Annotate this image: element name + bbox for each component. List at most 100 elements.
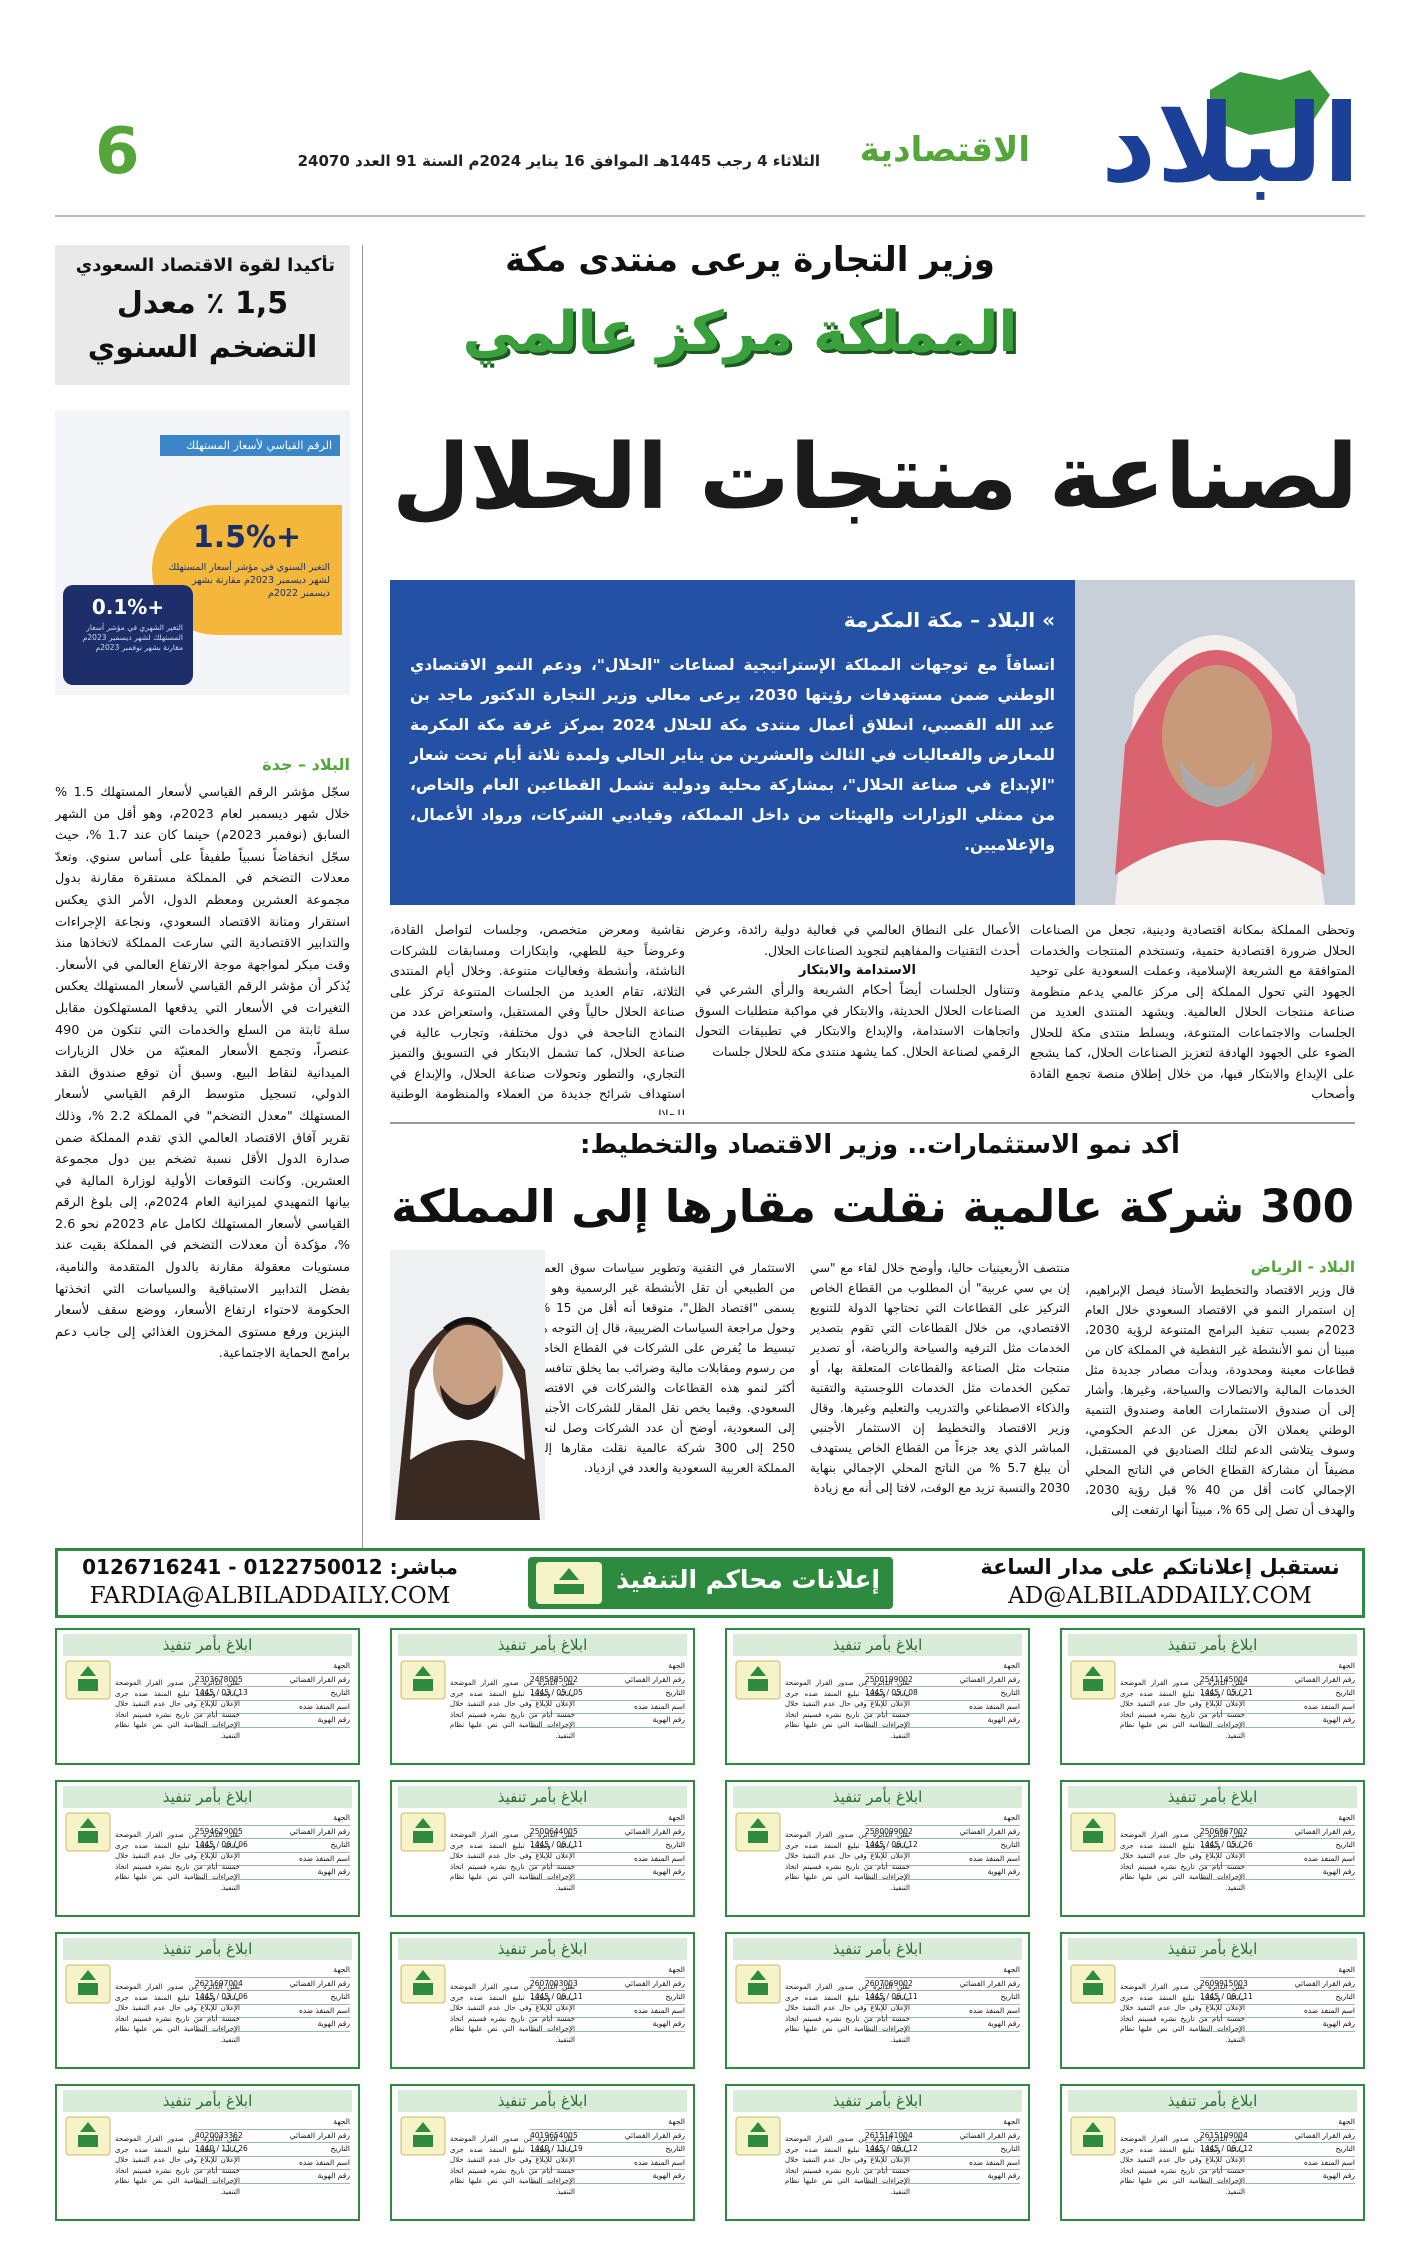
- notice-label: رقم الهوية: [987, 2171, 1020, 2180]
- court-emblem: [400, 1812, 446, 1852]
- notice-label: رقم القرار القضائي: [289, 1978, 350, 1988]
- notice-body: تعلن الدائرة عن صدور القرار الموضحة بيان…: [115, 1679, 240, 1740]
- notice-label: الجهة: [668, 1965, 685, 1974]
- notice: ابلاغ بأمر تنفيذ الجهة رقم القرار القضائي 2…: [55, 1780, 360, 1917]
- court-emblem: [65, 1964, 111, 2004]
- notice-number: 2621697004: [195, 1978, 243, 1988]
- notice-row: اسم المنفذ ضده: [530, 2157, 685, 2170]
- notice-label: التاريخ: [1335, 1992, 1355, 2001]
- notice-row: التاريخ 06 / 03 / 1445: [195, 1991, 350, 2005]
- notice: ابلاغ بأمر تنفيذ الجهة رقم القرار القضائي 2…: [1060, 1780, 1365, 1917]
- notice-label: التاريخ: [330, 1688, 350, 1697]
- notice-row: التاريخ 06 / 06 / 1445: [195, 1839, 350, 1853]
- notice-label: اسم المنفذ ضده: [1303, 2157, 1355, 2167]
- second-byline: البلاد - الرياض: [1250, 1258, 1355, 1276]
- notice-title: ابلاغ بأمر تنفيذ: [1068, 2090, 1357, 2112]
- notice-table: الجهة رقم القرار القضائي 2500644005 التاريخ…: [530, 1812, 685, 1880]
- notice-date: 11 / 06 / 1445: [530, 1992, 583, 2001]
- notice-label: رقم الهوية: [652, 2019, 685, 2028]
- notice-body: تعلن الدائرة عن صدور القرار الموضحة بيان…: [785, 2135, 910, 2196]
- notice-row: اسم المنفذ ضده: [530, 2005, 685, 2018]
- notice-row: رقم الهوية: [1200, 1866, 1355, 1880]
- court-emblem: [735, 1660, 781, 1700]
- notice-label: رقم القرار القضائي: [289, 1674, 350, 1684]
- court-emblem: [735, 2116, 781, 2156]
- notice-row: رقم الهوية: [195, 2170, 350, 2184]
- notice-number: 4020033362: [195, 2130, 243, 2140]
- notice-label: التاريخ: [1335, 2144, 1355, 2153]
- sidebar-head: تأكيدا لقوة الاقتصاد السعودي 1,5 ٪ معدل …: [55, 245, 350, 385]
- notice-row: الجهة: [865, 2116, 1020, 2130]
- monthly-box: +0.1% التغير الشهري في مؤشر أسعار المسته…: [63, 585, 193, 685]
- masthead-logo: البلاد: [1060, 60, 1360, 210]
- notice-row: اسم المنفذ ضده: [1200, 2157, 1355, 2170]
- notice-row: اسم المنفذ ضده: [530, 1701, 685, 1714]
- emblem-shape: [748, 1818, 768, 1843]
- emblem-shape: [78, 1818, 98, 1843]
- notice-table: الجهة رقم القرار القضائي 2609915003 التاريخ…: [1200, 1964, 1355, 2032]
- notice-row: اسم المنفذ ضده: [1200, 1853, 1355, 1866]
- byline-text: البلاد – مكة المكرمة: [843, 608, 1036, 632]
- emblem-bg: [536, 1562, 602, 1604]
- notice-label: الجهة: [1003, 1813, 1020, 1822]
- column-text: وتتناول الجلسات أيضاً أحكام الشريعة والر…: [695, 982, 1020, 1059]
- notice-label: اسم المنفذ ضده: [633, 2157, 685, 2167]
- notice-row: رقم الهوية: [865, 1866, 1020, 1880]
- notice-label: التاريخ: [330, 1840, 350, 1849]
- notice-row: التاريخ 26 / 11 / 1440: [195, 2143, 350, 2157]
- notice-row: التاريخ 11 / 06 / 1445: [530, 1991, 685, 2005]
- notice-date: 06 / 03 / 1445: [195, 1992, 248, 2001]
- notice-body: تعلن الدائرة عن صدور القرار الموضحة بيان…: [115, 1983, 240, 2044]
- notice-row: رقم القرار القضائي 2580099002: [865, 1826, 1020, 1839]
- notice-label: رقم الهوية: [317, 2171, 350, 2180]
- notice-label: التاريخ: [1000, 1992, 1020, 2001]
- notice-number: 2303678005: [195, 1674, 243, 1684]
- notice-label: رقم القرار القضائي: [624, 1674, 685, 1684]
- notice-date: 11 / 06 / 1445: [530, 1840, 583, 1849]
- sidebar-kicker: تأكيدا لقوة الاقتصاد السعودي: [75, 255, 335, 276]
- monthly-label: التغير الشهري في مؤشر أسعار المستهلك لشه…: [82, 623, 183, 652]
- notice-row: اسم المنفذ ضده: [1200, 1701, 1355, 1714]
- notice-label: التاريخ: [1000, 2144, 1020, 2153]
- notice-date: 12 / 06 / 1445: [865, 1840, 918, 1849]
- notice-table: الجهة رقم القرار القضائي 2506867002 التاريخ…: [1200, 1812, 1355, 1880]
- notice-label: الجهة: [668, 1813, 685, 1822]
- notice-row: رقم القرار القضائي 2485885002: [530, 1674, 685, 1687]
- notice-table: الجهة رقم القرار القضائي 2615141004 التاريخ…: [865, 2116, 1020, 2184]
- infographic: الرقم القياسي لأسعار المستهلك +1.5% التغ…: [55, 410, 350, 695]
- court-emblem: [1070, 1812, 1116, 1852]
- notice-row: الجهة: [530, 1660, 685, 1674]
- notice-row: الجهة: [1200, 2116, 1355, 2130]
- emblem-shape: [413, 1970, 433, 1995]
- notice-title: ابلاغ بأمر تنفيذ: [1068, 1634, 1357, 1656]
- notice-row: التاريخ 11 / 06 / 1445: [1200, 1991, 1355, 2005]
- notice-table: الجهة رقم القرار القضائي 4019654005 التاريخ…: [530, 2116, 685, 2184]
- notice-row: التاريخ 11 / 06 / 1445: [530, 1839, 685, 1853]
- notice-row: رقم القرار القضائي 2500644005: [530, 1826, 685, 1839]
- notice-row: التاريخ 21 / 05 / 1445: [1200, 1687, 1355, 1701]
- ads-right-email: AD@ALBILADDAILY.COM: [1008, 1583, 1312, 1609]
- notice: ابلاغ بأمر تنفيذ الجهة رقم القرار القضائي 2…: [725, 1628, 1030, 1765]
- notice-row: رقم القرار القضائي 2541145004: [1200, 1674, 1355, 1687]
- notice-label: الجهة: [1003, 2117, 1020, 2126]
- notice-table: الجهة رقم القرار القضائي 2541145004 التاريخ…: [1200, 1660, 1355, 1728]
- emblem-shape: [1083, 2122, 1103, 2147]
- annual-value: +1.5%: [192, 520, 302, 555]
- notice-row: رقم القرار القضائي 2621697004: [195, 1978, 350, 1991]
- notice-title: ابلاغ بأمر تنفيذ: [1068, 1786, 1357, 1808]
- notice-row: الجهة: [530, 1964, 685, 1978]
- court-emblem: [735, 1812, 781, 1852]
- notice-label: رقم القرار القضائي: [289, 2130, 350, 2140]
- notice-row: التاريخ 12 / 06 / 1445: [865, 1839, 1020, 1853]
- notice-label: التاريخ: [665, 1840, 685, 1849]
- notice: ابلاغ بأمر تنفيذ الجهة رقم القرار القضائي 2…: [725, 2084, 1030, 2221]
- notice: ابلاغ بأمر تنفيذ الجهة رقم القرار القضائي 4…: [55, 2084, 360, 2221]
- notice: ابلاغ بأمر تنفيذ الجهة رقم القرار القضائي 2…: [390, 1780, 695, 1917]
- notice-number: 2615109004: [1200, 2130, 1248, 2140]
- court-emblem: [536, 1562, 602, 1604]
- map-shape: [1210, 70, 1330, 135]
- emblem-shape: [78, 1970, 98, 1995]
- notice-label: الجهة: [1003, 1661, 1020, 1670]
- notice-label: الجهة: [333, 2117, 350, 2126]
